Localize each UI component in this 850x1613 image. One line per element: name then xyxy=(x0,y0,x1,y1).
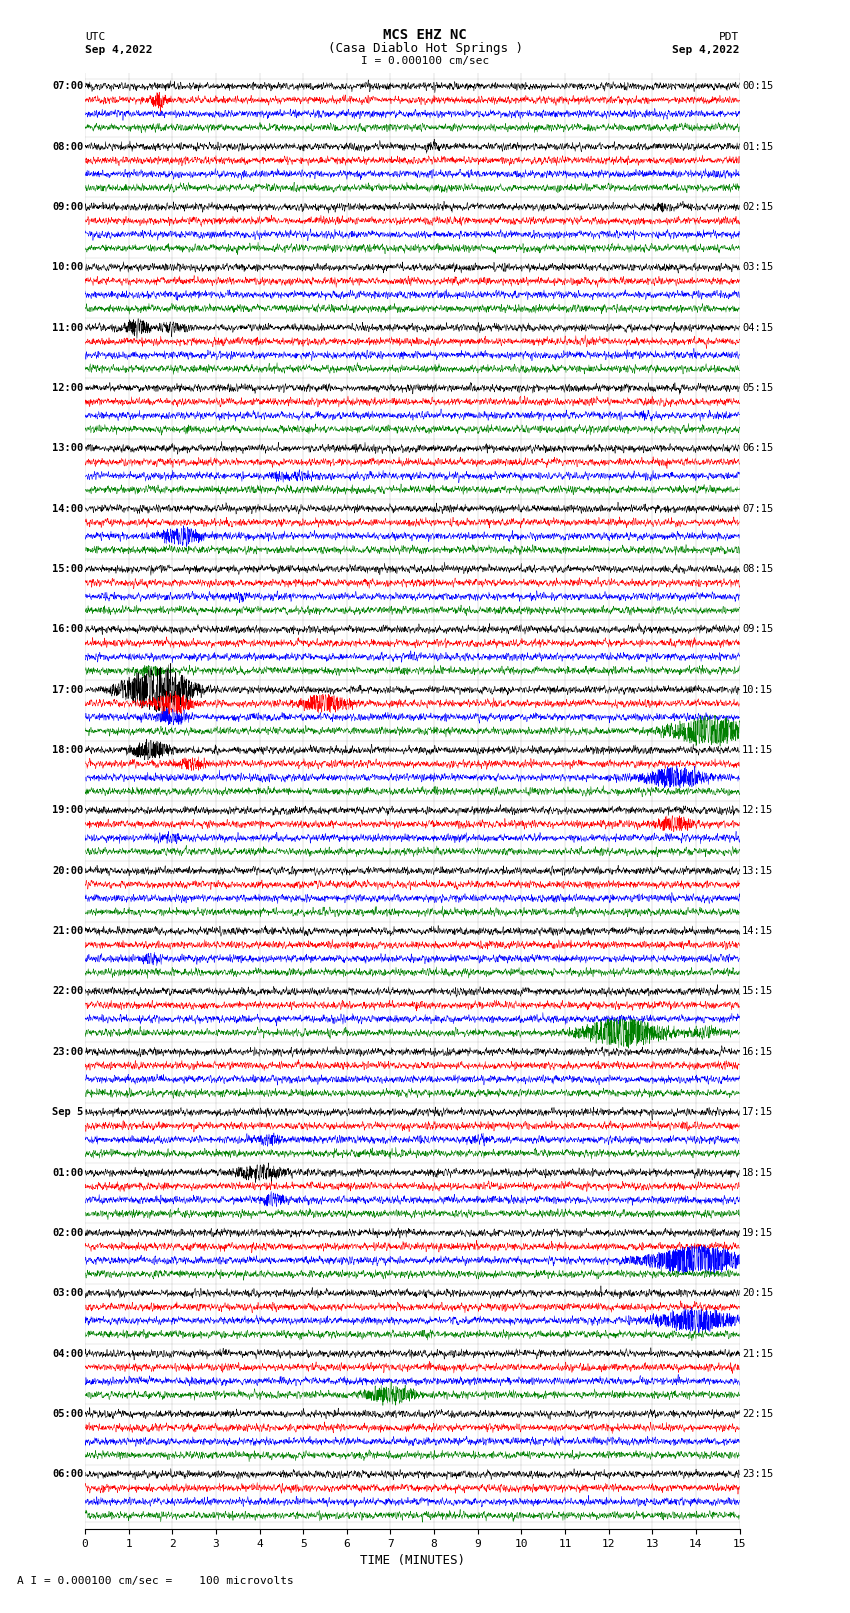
Text: 07:00: 07:00 xyxy=(52,81,83,92)
Text: 19:00: 19:00 xyxy=(52,805,83,816)
Text: 09:00: 09:00 xyxy=(52,202,83,211)
Text: 11:15: 11:15 xyxy=(742,745,774,755)
Text: 14:15: 14:15 xyxy=(742,926,774,936)
Text: 16:00: 16:00 xyxy=(52,624,83,634)
Text: I = 0.000100 cm/sec: I = 0.000100 cm/sec xyxy=(361,56,489,66)
Text: 17:00: 17:00 xyxy=(52,686,83,695)
Text: A I = 0.000100 cm/sec =    100 microvolts: A I = 0.000100 cm/sec = 100 microvolts xyxy=(17,1576,294,1586)
Text: 20:15: 20:15 xyxy=(742,1289,774,1298)
Text: 08:15: 08:15 xyxy=(742,565,774,574)
Text: 21:00: 21:00 xyxy=(52,926,83,936)
Text: 05:15: 05:15 xyxy=(742,382,774,394)
Text: 17:15: 17:15 xyxy=(742,1107,774,1118)
Text: 01:00: 01:00 xyxy=(52,1168,83,1177)
Text: 03:00: 03:00 xyxy=(52,1289,83,1298)
Text: 04:15: 04:15 xyxy=(742,323,774,332)
Text: 12:00: 12:00 xyxy=(52,382,83,394)
Text: 15:00: 15:00 xyxy=(52,565,83,574)
Text: PDT: PDT xyxy=(719,32,740,42)
Text: 20:00: 20:00 xyxy=(52,866,83,876)
Text: 11:00: 11:00 xyxy=(52,323,83,332)
Text: Sep 5: Sep 5 xyxy=(52,1107,83,1118)
Text: 18:00: 18:00 xyxy=(52,745,83,755)
Text: 15:15: 15:15 xyxy=(742,987,774,997)
X-axis label: TIME (MINUTES): TIME (MINUTES) xyxy=(360,1555,465,1568)
Text: 01:15: 01:15 xyxy=(742,142,774,152)
Text: 23:15: 23:15 xyxy=(742,1469,774,1479)
Text: 13:00: 13:00 xyxy=(52,444,83,453)
Text: 04:00: 04:00 xyxy=(52,1348,83,1358)
Text: 08:00: 08:00 xyxy=(52,142,83,152)
Text: 05:00: 05:00 xyxy=(52,1408,83,1419)
Text: 09:15: 09:15 xyxy=(742,624,774,634)
Text: 22:15: 22:15 xyxy=(742,1408,774,1419)
Text: 16:15: 16:15 xyxy=(742,1047,774,1057)
Text: 03:15: 03:15 xyxy=(742,263,774,273)
Text: 14:00: 14:00 xyxy=(52,503,83,513)
Text: 13:15: 13:15 xyxy=(742,866,774,876)
Text: MCS EHZ NC: MCS EHZ NC xyxy=(383,29,467,42)
Text: 10:00: 10:00 xyxy=(52,263,83,273)
Text: 19:15: 19:15 xyxy=(742,1227,774,1237)
Text: 21:15: 21:15 xyxy=(742,1348,774,1358)
Text: 18:15: 18:15 xyxy=(742,1168,774,1177)
Text: 22:00: 22:00 xyxy=(52,987,83,997)
Text: 10:15: 10:15 xyxy=(742,686,774,695)
Text: 06:00: 06:00 xyxy=(52,1469,83,1479)
Text: 00:15: 00:15 xyxy=(742,81,774,92)
Text: Sep 4,2022: Sep 4,2022 xyxy=(85,45,152,55)
Text: 23:00: 23:00 xyxy=(52,1047,83,1057)
Text: (Casa Diablo Hot Springs ): (Casa Diablo Hot Springs ) xyxy=(327,42,523,55)
Text: Sep 4,2022: Sep 4,2022 xyxy=(672,45,740,55)
Text: 12:15: 12:15 xyxy=(742,805,774,816)
Text: 02:00: 02:00 xyxy=(52,1227,83,1237)
Text: UTC: UTC xyxy=(85,32,105,42)
Text: 02:15: 02:15 xyxy=(742,202,774,211)
Text: 06:15: 06:15 xyxy=(742,444,774,453)
Text: 07:15: 07:15 xyxy=(742,503,774,513)
